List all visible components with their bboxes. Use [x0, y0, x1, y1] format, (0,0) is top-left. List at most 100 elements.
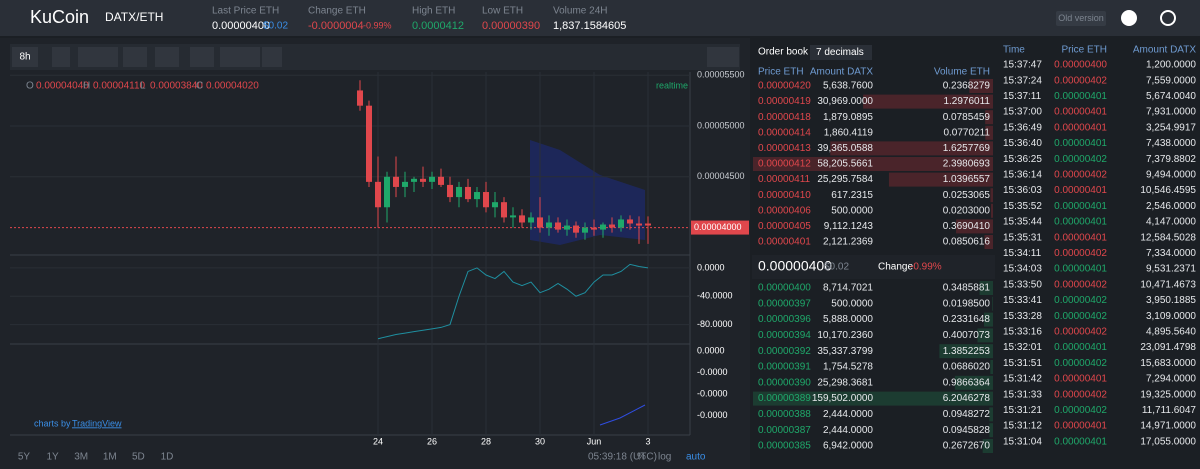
depth-bar	[753, 391, 993, 406]
order-cell: 0.00000410	[758, 190, 811, 201]
trade-cell: 15:31:33	[1003, 389, 1042, 400]
order-cell: 0.00000387	[758, 425, 811, 436]
trades-panel	[997, 38, 1200, 469]
trade-cell: 0.00000401	[1054, 138, 1107, 149]
interval-button[interactable]	[12, 47, 38, 67]
logout-icon[interactable]	[1160, 10, 1176, 26]
currency-icon[interactable]	[1121, 10, 1137, 26]
order-cell: 30,969.0000	[817, 96, 873, 107]
compare-button[interactable]	[190, 47, 214, 67]
mid-price-row	[752, 255, 995, 279]
lower-indicator-line	[599, 404, 646, 426]
trade-cell: 15:31:51	[1003, 358, 1042, 369]
fullscreen-button[interactable]	[262, 47, 282, 67]
settings-button[interactable]	[123, 47, 147, 67]
order-book-title: Order book	[758, 47, 809, 58]
range-button[interactable]: 3M	[74, 452, 88, 463]
decimals-select[interactable]	[810, 45, 872, 60]
order-cell: 25,298.3681	[817, 377, 873, 388]
depth-bar	[863, 94, 993, 109]
old-version-button[interactable]	[1056, 11, 1106, 26]
y-tick-label: 0.00005500	[697, 70, 745, 80]
label: Volume 24H	[553, 6, 607, 17]
order-cell: 1,754.5278	[823, 362, 873, 373]
order-cell: 0.3485881	[943, 283, 991, 294]
auto-toggle[interactable]: auto	[686, 452, 706, 463]
range-button[interactable]: 5D	[132, 452, 145, 463]
trade-cell: 4,895.5640	[1146, 327, 1196, 338]
candle-body	[519, 215, 525, 223]
ohlc-value: 0.00004040	[36, 81, 89, 92]
menu-button[interactable]	[52, 47, 70, 67]
ohlc-value: 0.00004020	[206, 81, 259, 92]
trade-cell: 0.00000401	[1054, 264, 1107, 275]
mid-change: -0.99%	[910, 262, 942, 273]
indicators-button[interactable]	[155, 47, 179, 67]
percent-toggle[interactable]: %	[637, 452, 646, 463]
price-tag	[691, 220, 749, 235]
order-cell: 0.2368279	[943, 81, 991, 92]
trade-cell: 15:33:50	[1003, 279, 1042, 290]
order-cell: 2,121.2369	[823, 237, 873, 248]
depth-bar	[954, 375, 993, 390]
trade-cell: 0.00000402	[1054, 295, 1107, 306]
trade-cell: 15:31:12	[1003, 421, 1042, 432]
oscillator-line	[377, 263, 649, 340]
attribution-box	[12, 416, 122, 432]
depth-bar	[992, 296, 993, 311]
order-cell: 8,714.7021	[823, 283, 873, 294]
candle-body	[420, 178, 426, 182]
y-tick-label: -80.0000	[697, 319, 733, 329]
depth-bar	[984, 235, 993, 249]
trade-cell: 15:33:41	[1003, 295, 1042, 306]
attribution-link[interactable]: TradingView	[72, 418, 122, 428]
candle-body	[627, 219, 633, 224]
chart-style-button[interactable]	[78, 47, 118, 67]
mid-change-label: Change	[878, 262, 913, 273]
order-cell: 0.2331648	[943, 314, 991, 325]
order-cell: 1.3852253	[943, 346, 991, 357]
order-cell: 500.0000	[831, 298, 873, 309]
log-toggle[interactable]: log	[658, 452, 671, 463]
order-cell: 2,444.0000	[823, 409, 873, 420]
trade-cell: 15:37:00	[1003, 107, 1042, 118]
candle-body	[456, 186, 462, 198]
layout-button[interactable]	[707, 47, 739, 67]
order-cell: 0.00000400	[758, 283, 811, 294]
mid-price: 0.00000400	[758, 258, 832, 274]
range-button[interactable]: 1D	[161, 452, 174, 463]
column-header: Price ETH	[758, 67, 804, 78]
trade-cell: 0.00000401	[1054, 185, 1107, 196]
range-button[interactable]: 1M	[103, 452, 117, 463]
trade-cell: 15:32:01	[1003, 342, 1042, 353]
order-cell: 0.0686020	[943, 362, 991, 373]
order-cell: 0.00000394	[758, 330, 811, 341]
order-cell: 0.00000414	[758, 127, 811, 138]
trade-cell: 23,091.4798	[1140, 342, 1196, 353]
order-cell: 10,170.2360	[817, 330, 873, 341]
order-cell: 159,502.0000	[812, 393, 874, 404]
trade-cell: 0.00000401	[1054, 374, 1107, 385]
interval[interactable]: 8h	[19, 52, 30, 63]
trade-cell: 0.00000402	[1054, 279, 1107, 290]
depth-bar	[830, 141, 993, 156]
decimals[interactable]: 7 decimals	[816, 47, 864, 58]
trade-cell: 7,294.0000	[1146, 374, 1196, 385]
y-tick-label: -0.0000	[697, 388, 728, 398]
range-button[interactable]: 1Y	[46, 452, 59, 463]
trade-cell: 2,546.0000	[1146, 201, 1196, 212]
ohlc-key: H	[83, 81, 90, 92]
undo-redo-button[interactable]	[220, 47, 260, 67]
pair[interactable]: DATX/ETH	[105, 10, 163, 24]
trade-cell: 0.00000400	[1054, 60, 1107, 71]
order-cell: 0.00000390	[758, 377, 811, 388]
ohlc-key: C	[196, 81, 203, 92]
depth-bar	[983, 312, 993, 327]
order-cell: 0.00000405	[758, 221, 811, 232]
old-version[interactable]: Old version	[1058, 13, 1104, 23]
trade-cell: 7,334.0000	[1146, 248, 1196, 259]
x-tick-label: 24	[373, 436, 383, 446]
order-cell: 0.00000420	[758, 81, 811, 92]
range-button[interactable]: 5Y	[18, 452, 31, 463]
trade-cell: 15:36:14	[1003, 170, 1042, 181]
